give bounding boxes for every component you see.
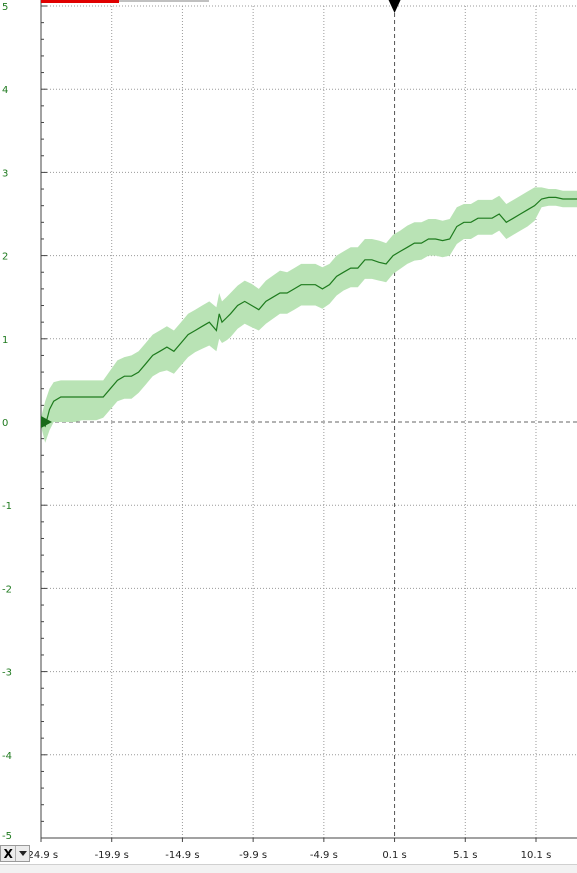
- series-line: [40, 196, 577, 428]
- axis-selector[interactable]: X: [0, 845, 30, 862]
- trigger-marker-icon[interactable]: [388, 0, 401, 13]
- chevron-down-icon[interactable]: [15, 846, 29, 861]
- top-indicator: [41, 0, 119, 3]
- bottom-scrollbar[interactable]: [0, 864, 577, 873]
- y-tick-label: -3: [2, 668, 12, 679]
- y-tick-label: 0: [2, 418, 8, 429]
- x-tick-label: 0.1 s: [382, 850, 406, 861]
- y-tick-label: 4: [2, 85, 8, 96]
- x-tick-label: -9.9 s: [239, 850, 267, 861]
- y-tick-label: 3: [2, 168, 8, 179]
- zero-level-marker-icon[interactable]: [41, 416, 52, 428]
- x-tick-label: -14.9 s: [165, 850, 199, 861]
- y-tick-label: 1: [2, 335, 8, 346]
- signal-trace: [40, 196, 577, 428]
- deviation-band: [41, 187, 577, 443]
- y-tick-label: -2: [2, 584, 12, 595]
- axis-selector-label: X: [3, 846, 13, 861]
- x-tick-label: -4.9 s: [310, 850, 338, 861]
- x-tick-label: 10.1 s: [521, 850, 552, 861]
- x-tick-label: -19.9 s: [95, 850, 129, 861]
- y-tick-label: -1: [2, 501, 12, 512]
- series-band: [41, 187, 577, 443]
- markers[interactable]: [41, 0, 401, 428]
- grid: [41, 5, 577, 839]
- x-tick-label: 5.1 s: [453, 850, 477, 861]
- top-indicator-track: [119, 0, 209, 2]
- x-tick-label: -24.9 s: [24, 850, 58, 861]
- y-tick-label: -5: [2, 831, 12, 842]
- x-tick-labels: -24.9 s -19.9 s -14.9 s -9.9 s -4.9 s 0.1 s 5.…: [24, 850, 551, 861]
- y-tick-label: 2: [2, 252, 8, 263]
- y-tick-label: 5: [2, 2, 8, 13]
- y-tick-label: -4: [2, 751, 12, 762]
- y-tick-labels: 5 4 3 2 1 0 -1 -2 -3 -4 -5: [2, 2, 12, 842]
